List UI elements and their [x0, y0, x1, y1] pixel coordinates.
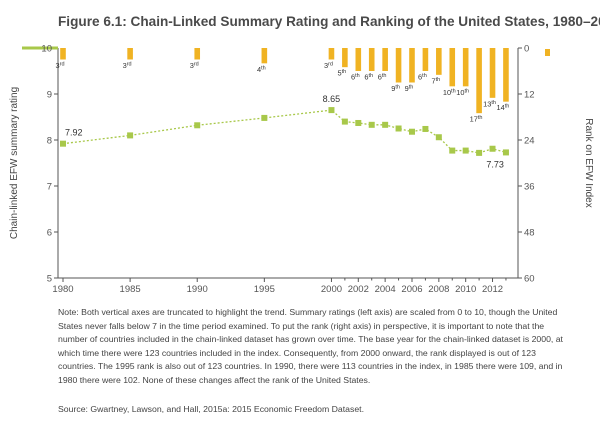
x-tick-label: 2002 [348, 284, 369, 295]
chart-title: Figure 6.1: Chain-Linked Summary Rating … [58, 14, 600, 29]
left-tick-label: 5 [47, 274, 52, 285]
y-right-axis-title: Rank on EFW Index [583, 118, 594, 207]
rank-bar [368, 48, 375, 71]
rank-bar [382, 48, 388, 71]
rating-point [476, 149, 483, 156]
left-tick-label: 8 [47, 136, 52, 147]
data-label: 7.73 [486, 159, 504, 169]
rank-label: 17th [470, 115, 483, 124]
rank-label: 3rd [55, 61, 64, 70]
x-tick-label: 1985 [120, 284, 141, 295]
x-tick-label: 2010 [455, 284, 476, 295]
rank-bar [328, 48, 335, 60]
left-tick-label: 9 [47, 90, 52, 101]
rank-bar [60, 48, 66, 60]
rating-line-path [62, 109, 507, 154]
rank-label: 9th [405, 84, 414, 93]
rank-label: 3rd [190, 61, 199, 70]
rating-point [502, 149, 509, 156]
rank-bar [436, 48, 442, 75]
right-tick-label: 24 [524, 136, 535, 147]
right-tick-label: 36 [524, 182, 535, 193]
rank-label: 9th [391, 84, 400, 93]
x-tick-label: 2008 [428, 284, 449, 295]
rating-point [382, 121, 389, 128]
chart: 5 6 7 8 9 10 60 48 36 24 12 0 1980 1985 1990 1995 2000 20… [9, 44, 594, 296]
rank-label: 3rd [324, 61, 333, 70]
right-tick-label: 0 [524, 44, 529, 55]
rank-bar [261, 48, 268, 64]
x-tick-label: 1980 [52, 284, 73, 295]
right-tick-label: 60 [524, 274, 535, 285]
data-label: 8.65 [323, 94, 341, 104]
rank-label: 6th [364, 73, 373, 82]
rating-point [462, 147, 469, 154]
chart-note: Note: Both vertical axes are truncated t… [58, 307, 563, 385]
rating-point [127, 132, 134, 139]
rating-point [422, 125, 429, 132]
rating-point [60, 140, 66, 147]
rank-label: 3rd [123, 61, 132, 70]
rank-bar [409, 48, 415, 83]
chart-source: Source: Gwartney, Lawson, and Hall, 2015… [58, 404, 364, 414]
x-tick-label: 2004 [375, 284, 396, 295]
x-tick-label: 1995 [254, 284, 275, 295]
y-left-axis-title: Chain-linked EFW summary rating [9, 87, 20, 239]
rank-bar [422, 48, 429, 71]
rank-label: 14th [497, 103, 510, 112]
rating-point [489, 145, 496, 152]
x-tick-label: 2000 [321, 284, 342, 295]
rating-point [341, 118, 348, 125]
rating-point [355, 119, 362, 126]
rank-label: 5th [338, 69, 347, 78]
data-label: 7.92 [65, 128, 83, 138]
x-tick-label: 2012 [482, 284, 503, 295]
rank-label: 4th [257, 65, 266, 74]
rank-bar [449, 48, 456, 87]
rating-point [261, 114, 268, 121]
rank-label: 6th [418, 73, 427, 82]
x-tick-label: 2006 [401, 284, 422, 295]
rank-bar [503, 48, 509, 102]
rank-bar [355, 48, 362, 71]
rating-point [408, 128, 415, 135]
rank-bar [127, 48, 133, 60]
rating-point [395, 125, 402, 132]
left-tick-label: 10 [41, 44, 52, 55]
rank-label: 13th [483, 99, 496, 108]
rank-bar [462, 48, 469, 87]
rating-point [435, 134, 442, 141]
left-tick-label: 7 [47, 182, 52, 193]
rank-label: 6th [378, 73, 387, 82]
rank-bar [476, 48, 482, 114]
rank-label: 7th [431, 76, 440, 85]
rating-point [368, 121, 375, 128]
axes: 5 6 7 8 9 10 60 48 36 24 12 0 1980 1985 1990 1995 2000 20… [9, 44, 594, 296]
rating-line [60, 107, 509, 156]
rank-label: 10th [456, 88, 469, 97]
rank-bar [395, 48, 402, 83]
right-tick-label: 12 [524, 90, 535, 101]
labels: 7.92 8.65 7.73 [65, 94, 504, 169]
rating-point [449, 147, 456, 154]
x-tick-label: 1990 [187, 284, 208, 295]
rank-label: 6th [351, 73, 360, 82]
left-tick-label: 6 [47, 228, 52, 239]
rank-bar [489, 48, 496, 98]
rating-point [194, 122, 201, 129]
right-tick-label: 48 [524, 228, 535, 239]
rank-bar [194, 48, 201, 60]
right-legend-swatch [545, 49, 550, 56]
rating-point [328, 107, 335, 114]
rank-bar [342, 48, 348, 68]
rank-label: 10th [443, 88, 456, 97]
